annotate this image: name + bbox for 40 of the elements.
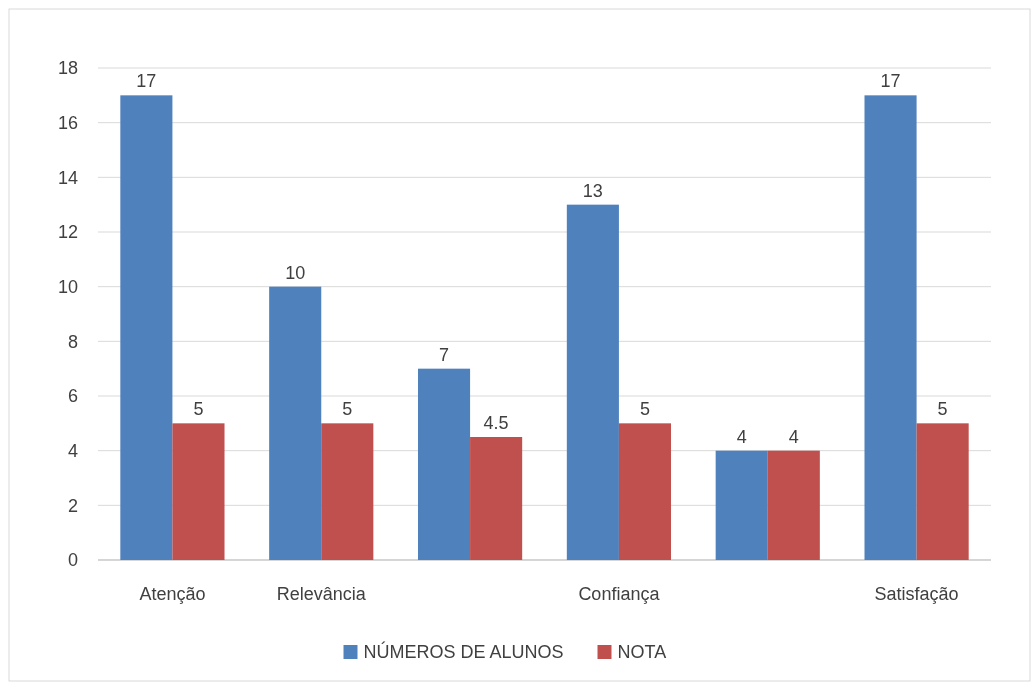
x-tick-label: Confiança — [578, 584, 661, 604]
data-label: 4 — [788, 426, 799, 447]
bar — [172, 423, 225, 560]
data-label: 5 — [937, 399, 948, 420]
legend-label: NÚMEROS DE ALUNOS — [363, 641, 564, 663]
y-tick-label: 16 — [57, 112, 78, 133]
bar — [767, 450, 820, 560]
data-label: 5 — [342, 399, 353, 420]
y-tick-label: 14 — [57, 167, 78, 188]
x-tick-label: Atenção — [139, 584, 206, 604]
bar — [321, 423, 374, 560]
bar — [470, 437, 523, 560]
data-label: 13 — [582, 180, 603, 201]
y-tick-label: 0 — [67, 550, 78, 571]
data-label: 5 — [193, 399, 204, 420]
data-label: 5 — [639, 399, 650, 420]
data-label: 17 — [136, 71, 157, 92]
bar — [916, 423, 969, 560]
y-tick-label: 10 — [57, 276, 78, 297]
y-tick-label: 12 — [57, 222, 78, 243]
data-label: 4 — [736, 426, 747, 447]
y-tick-label: 2 — [67, 495, 78, 516]
data-label: 17 — [880, 71, 901, 92]
bar — [864, 95, 917, 560]
y-tick-label: 8 — [67, 331, 78, 352]
data-label: 7 — [439, 344, 450, 365]
legend-label: NOTA — [617, 642, 667, 663]
bar — [417, 368, 471, 560]
data-label: 10 — [285, 262, 306, 283]
y-tick-label: 4 — [67, 440, 78, 461]
bar — [618, 423, 672, 560]
bar — [566, 204, 619, 560]
y-tick-label: 6 — [67, 386, 78, 407]
bar — [120, 95, 173, 560]
x-tick-label: Relevância — [276, 584, 367, 604]
bar — [269, 286, 322, 560]
y-tick-label: 18 — [57, 58, 78, 79]
data-label: 4.5 — [483, 413, 509, 433]
x-tick-label: Satisfação — [874, 584, 959, 604]
bar — [715, 450, 768, 560]
